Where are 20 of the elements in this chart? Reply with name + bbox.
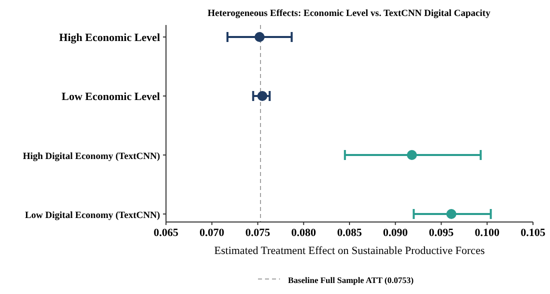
y-tick-label: High Economic Level [59,32,160,44]
x-tick-label: 0.095 [428,227,454,239]
x-tick-label: 0.070 [200,227,225,239]
x-tick-label: 0.090 [383,227,408,239]
x-tick-label: 0.080 [291,227,316,239]
x-tick-label: 0.065 [154,227,179,239]
y-tick-label: Low Economic Level [62,91,160,103]
point [446,209,456,219]
chart-title: Heterogeneous Effects: Economic Level vs. TextCNN Digital Capacity [208,9,491,19]
legend-label: Baseline Full Sample ATT (0.0753) [288,275,414,285]
x-tick-label: 0.105 [520,227,546,239]
x-axis-title: Estimated Treatment Effect on Sustainable Productive Forces [214,245,485,257]
y-tick-label: Low Digital Economy (TextCNN) [24,211,160,221]
x-tick-label: 0.085 [337,227,362,239]
x-tick-label: 0.100 [474,227,500,239]
point [257,91,268,101]
x-tick-label: 0.075 [245,227,271,239]
y-tick-label: High Digital Economy (TextCNN) [22,152,160,162]
point [406,150,417,160]
point [254,32,265,42]
